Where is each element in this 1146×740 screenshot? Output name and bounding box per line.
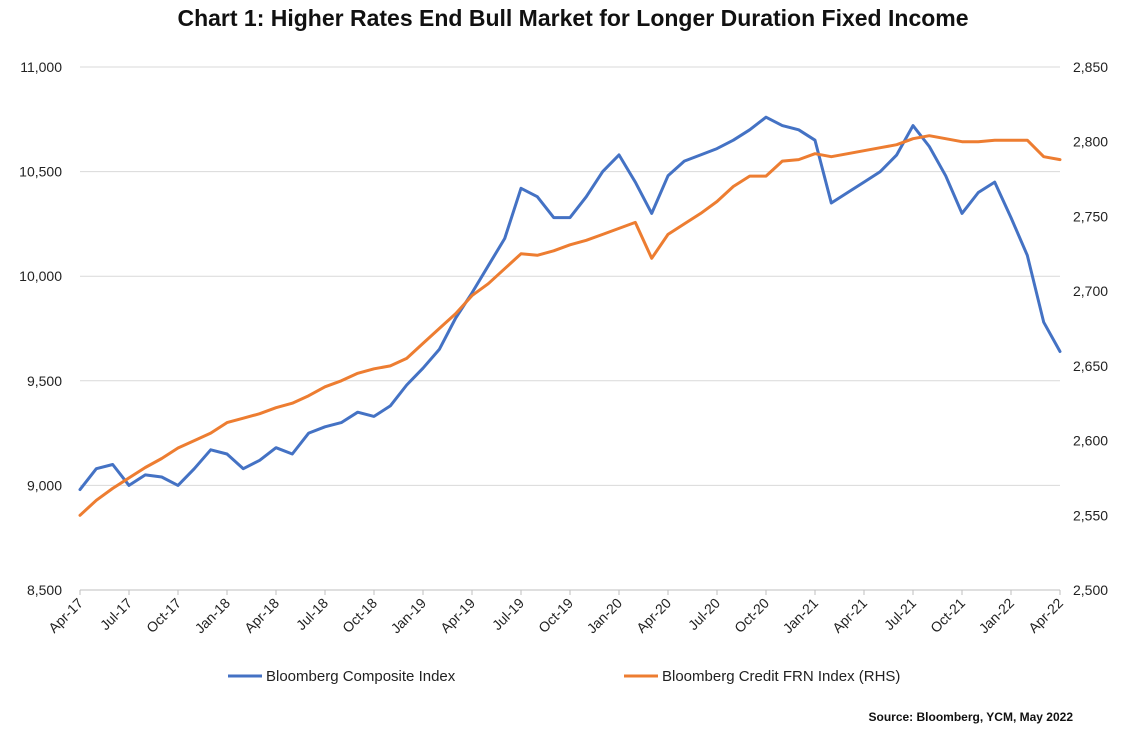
x-tick-label: Apr-17 <box>45 595 86 636</box>
x-tick-label: Apr-18 <box>241 595 282 636</box>
x-tick-label: Jan-19 <box>388 595 430 637</box>
y-tick-label-right: 2,700 <box>1073 283 1108 299</box>
x-tick-label: Apr-21 <box>829 595 870 636</box>
y-tick-label-left: 8,500 <box>27 582 62 598</box>
axes: 8,500 9,000 9,500 10,000 10,500 11,000 2,500 2,… <box>19 59 1108 636</box>
x-tick-label: Jul-18 <box>293 595 331 633</box>
y-tick-label-left: 11,000 <box>20 59 62 75</box>
source-annotation: Source: Bloomberg, YCM, May 2022 <box>868 710 1073 724</box>
x-tick-label: Apr-20 <box>633 595 674 636</box>
chart-title: Chart 1: Higher Rates End Bull Market fo… <box>177 5 968 31</box>
legend-label-frn: Bloomberg Credit FRN Index (RHS) <box>662 668 900 685</box>
y-tick-label-right: 2,850 <box>1073 59 1108 75</box>
y-tick-label-left: 10,500 <box>19 164 62 180</box>
legend-label-composite: Bloomberg Composite Index <box>266 668 456 685</box>
x-tick-label: Jul-20 <box>685 595 723 633</box>
x-tick-label: Jan-22 <box>976 595 1018 637</box>
x-tick-label: Oct-17 <box>143 595 184 636</box>
x-tick-label: Jul-19 <box>489 595 527 633</box>
x-tick-label: Oct-18 <box>339 595 380 636</box>
x-tick-label: Oct-19 <box>535 595 576 636</box>
y-tick-label-right: 2,650 <box>1073 358 1108 374</box>
x-tick-label: Oct-20 <box>731 595 772 636</box>
x-tick-label: Jan-18 <box>192 595 234 637</box>
y-tick-label-left: 9,500 <box>27 373 62 389</box>
y-tick-label-right: 2,800 <box>1073 134 1108 150</box>
y-tick-label-right: 2,750 <box>1073 208 1108 224</box>
y-tick-label-right: 2,550 <box>1073 507 1108 523</box>
y-tick-label-right: 2,500 <box>1073 582 1108 598</box>
legend: Bloomberg Composite Index Bloomberg Cred… <box>228 668 900 685</box>
y-tick-label-right: 2,600 <box>1073 433 1108 449</box>
x-tick-label: Apr-19 <box>437 595 478 636</box>
x-tick-label: Jul-17 <box>97 595 135 633</box>
series-lines <box>78 115 1062 517</box>
x-tick-label: Jul-21 <box>881 595 919 633</box>
x-tick-label: Oct-21 <box>927 595 968 636</box>
series-line-composite <box>78 115 1062 492</box>
y-tick-label-left: 9,000 <box>27 477 62 493</box>
gridlines <box>80 66 1060 486</box>
x-tick-label: Apr-22 <box>1025 595 1066 636</box>
x-tick-label: Jan-20 <box>584 595 626 637</box>
y-tick-label-left: 10,000 <box>19 268 62 284</box>
series-line-frn <box>78 134 1062 517</box>
x-tick-label: Jan-21 <box>780 595 822 637</box>
